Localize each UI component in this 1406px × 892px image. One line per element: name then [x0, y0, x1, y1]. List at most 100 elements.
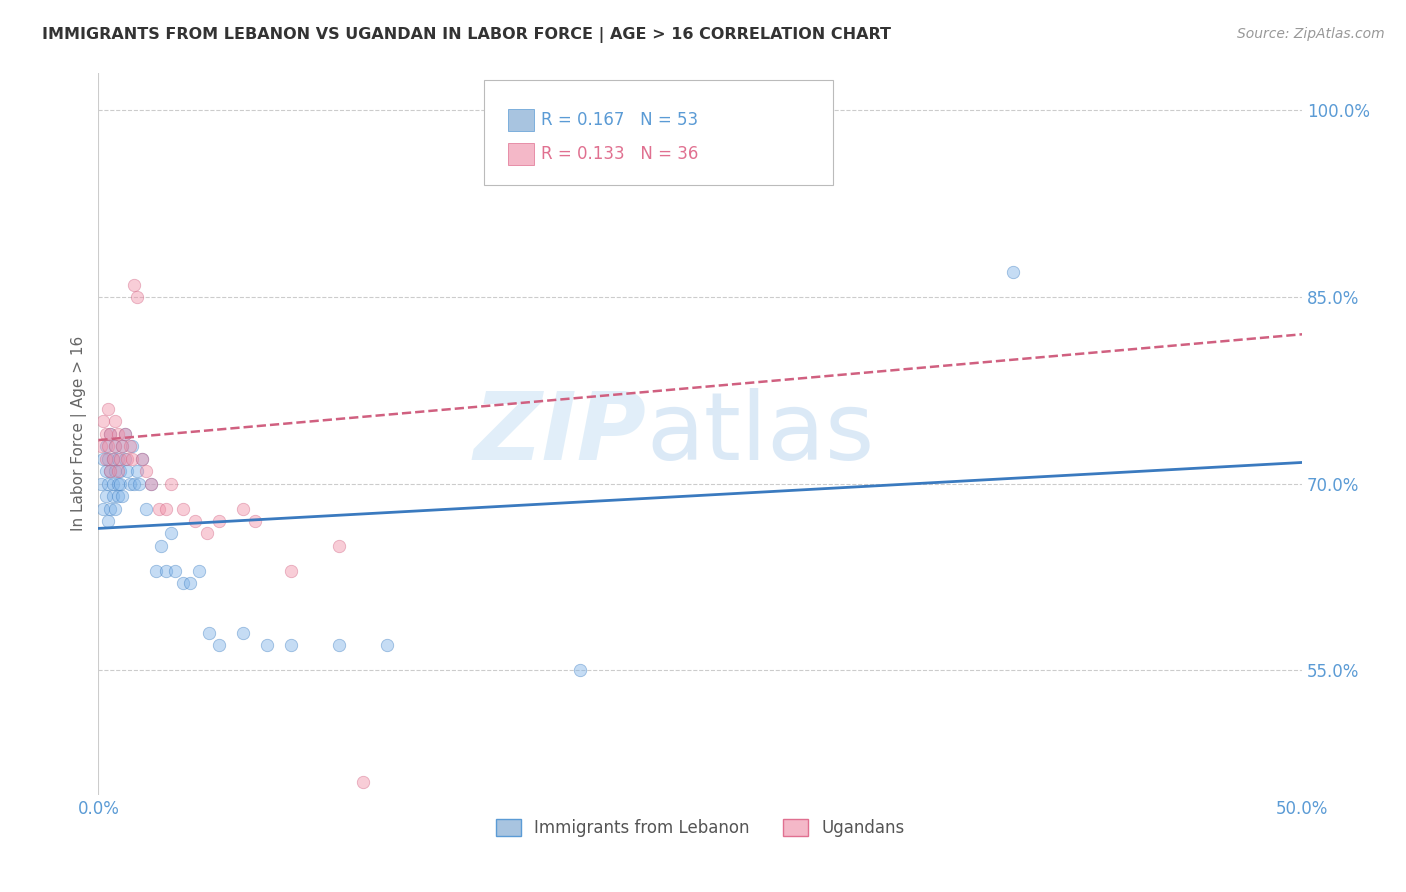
Point — [183, 514, 205, 528]
Point — [100, 426, 122, 441]
Point — [145, 564, 167, 578]
Point — [91, 501, 114, 516]
Point — [118, 439, 141, 453]
Point — [90, 439, 112, 453]
Point — [208, 514, 231, 528]
Point — [111, 489, 134, 503]
Point — [108, 451, 131, 466]
Point — [114, 426, 136, 441]
Point — [111, 439, 134, 453]
Point — [107, 426, 129, 441]
Point — [243, 514, 266, 528]
Point — [100, 501, 122, 516]
Point — [114, 426, 136, 441]
Point — [107, 476, 129, 491]
Point — [121, 451, 143, 466]
Point — [124, 476, 146, 491]
Point — [97, 439, 120, 453]
Point — [94, 439, 117, 453]
Point — [97, 451, 120, 466]
Point — [97, 476, 120, 491]
Point — [100, 464, 122, 478]
Point — [135, 464, 157, 478]
Point — [91, 414, 114, 428]
Point — [121, 439, 143, 453]
Point — [114, 451, 136, 466]
Point — [188, 564, 211, 578]
FancyBboxPatch shape — [484, 80, 832, 185]
Point — [198, 626, 221, 640]
Point — [115, 451, 138, 466]
Point — [328, 639, 350, 653]
Point — [94, 451, 117, 466]
Point — [135, 501, 157, 516]
Point — [149, 539, 172, 553]
Point — [100, 464, 122, 478]
Text: Source: ZipAtlas.com: Source: ZipAtlas.com — [1237, 27, 1385, 41]
Point — [104, 501, 127, 516]
Point — [375, 639, 398, 653]
Point — [128, 476, 150, 491]
Point — [159, 476, 181, 491]
Point — [101, 476, 124, 491]
Point — [195, 526, 218, 541]
Text: atlas: atlas — [645, 388, 875, 480]
Text: IMMIGRANTS FROM LEBANON VS UGANDAN IN LABOR FORCE | AGE > 16 CORRELATION CHART: IMMIGRANTS FROM LEBANON VS UGANDAN IN LA… — [42, 27, 891, 43]
Point — [101, 451, 124, 466]
Point — [115, 464, 138, 478]
Point — [172, 576, 194, 591]
Point — [104, 464, 127, 478]
Point — [125, 290, 148, 304]
Point — [155, 564, 177, 578]
Point — [104, 439, 127, 453]
Point — [125, 464, 148, 478]
Point — [165, 564, 187, 578]
Point — [94, 464, 117, 478]
Point — [104, 439, 127, 453]
Point — [172, 501, 194, 516]
Point — [141, 476, 163, 491]
Point — [352, 775, 374, 789]
Point — [280, 564, 302, 578]
Point — [107, 451, 129, 466]
Legend: Immigrants from Lebanon, Ugandans: Immigrants from Lebanon, Ugandans — [489, 813, 911, 844]
Point — [131, 451, 153, 466]
Point — [141, 476, 163, 491]
Point — [90, 476, 112, 491]
Point — [94, 426, 117, 441]
Point — [107, 489, 129, 503]
Bar — [508, 143, 534, 165]
Text: R = 0.167   N = 53: R = 0.167 N = 53 — [541, 111, 699, 128]
Point — [256, 639, 278, 653]
Point — [97, 401, 120, 416]
Point — [100, 426, 122, 441]
Point — [94, 489, 117, 503]
Point — [101, 489, 124, 503]
Point — [107, 464, 129, 478]
Point — [568, 663, 591, 677]
Point — [148, 501, 170, 516]
Point — [101, 451, 124, 466]
Point — [91, 451, 114, 466]
Point — [208, 639, 231, 653]
Point — [108, 464, 131, 478]
Point — [232, 626, 254, 640]
Point — [111, 439, 134, 453]
Point — [232, 501, 254, 516]
Y-axis label: In Labor Force | Age > 16: In Labor Force | Age > 16 — [72, 336, 87, 532]
Point — [124, 277, 146, 292]
Text: ZIP: ZIP — [474, 388, 645, 480]
Point — [179, 576, 201, 591]
Point — [97, 514, 120, 528]
Bar — [508, 109, 534, 131]
Point — [159, 526, 181, 541]
Point — [104, 414, 127, 428]
Point — [280, 639, 302, 653]
Point — [118, 476, 141, 491]
Text: R = 0.133   N = 36: R = 0.133 N = 36 — [541, 145, 699, 163]
Point — [1002, 265, 1025, 279]
Point — [328, 539, 350, 553]
Point — [131, 451, 153, 466]
Point — [108, 476, 131, 491]
Point — [155, 501, 177, 516]
